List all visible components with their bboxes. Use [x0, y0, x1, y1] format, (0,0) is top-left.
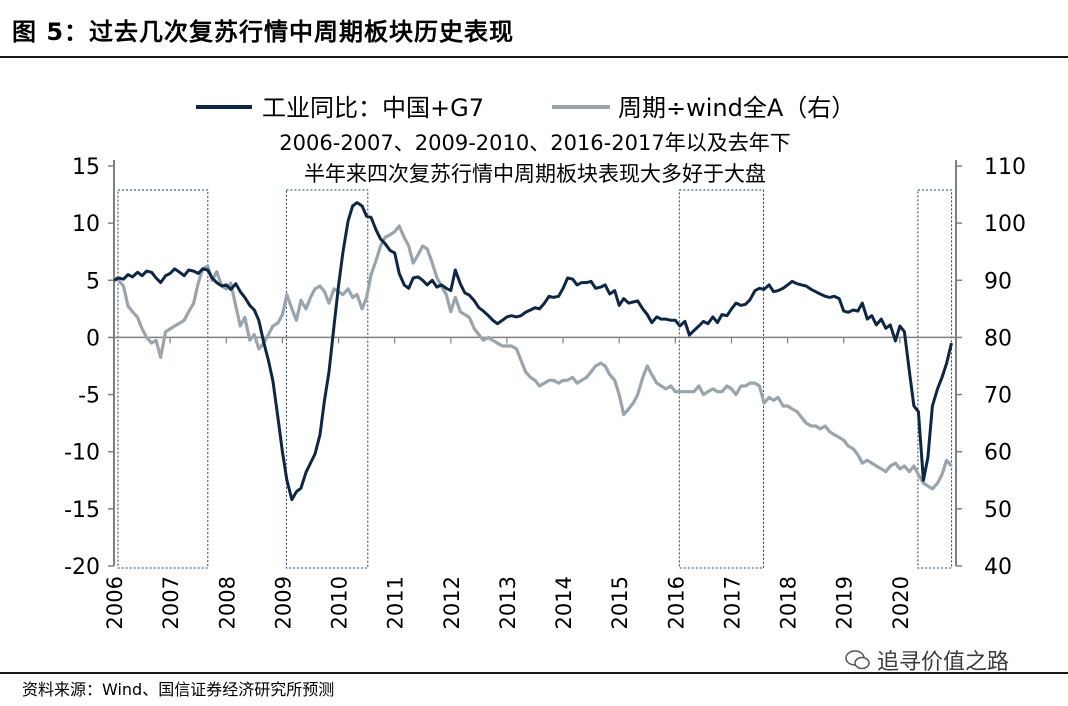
wechat-icon — [845, 650, 870, 670]
left-tick-label: -5 — [78, 384, 100, 409]
left-tick-label: -10 — [64, 441, 100, 466]
watermark-text: 追寻价值之路 — [877, 650, 1010, 675]
left-tick-label: 10 — [72, 212, 100, 237]
figure-title: 图 5：过去几次复苏行情中周期板块历史表现 — [12, 18, 515, 46]
left-tick-label: 5 — [86, 269, 100, 294]
right-tick-label: 70 — [984, 384, 1012, 409]
legend-label-right: 周期÷wind全A（右） — [618, 94, 855, 122]
right-tick-label: 80 — [984, 326, 1012, 351]
x-tick-label: 2016 — [664, 576, 688, 629]
highlight-boxes — [117, 189, 953, 569]
left-tick-label: 15 — [72, 155, 100, 180]
right-tick-label: 100 — [984, 212, 1026, 237]
right-tick-label: 90 — [984, 269, 1012, 294]
x-tick-label: 2012 — [440, 576, 464, 629]
source-divider — [0, 672, 1068, 674]
x-tick-label: 2015 — [608, 576, 632, 629]
right-tick-label: 60 — [984, 441, 1012, 466]
x-tick-label: 2011 — [384, 576, 408, 629]
highlight-box — [917, 189, 953, 569]
x-tick-label: 2019 — [833, 576, 857, 629]
x-tick-label: 2008 — [215, 576, 239, 629]
annotation-line: 半年来四次复苏行情中周期板块表现大多好于大盘 — [304, 162, 766, 186]
right-tick-label: 110 — [984, 155, 1026, 180]
x-tick-label: 2018 — [777, 576, 801, 629]
x-tick-label: 2013 — [496, 576, 520, 629]
legend: 工业同比：中国+G7 周期÷wind全A（右） — [196, 94, 855, 122]
legend-label-left: 工业同比：中国+G7 — [262, 94, 484, 122]
highlight-box — [285, 189, 369, 569]
right-tick-label: 50 — [984, 498, 1012, 523]
title-divider — [0, 56, 1068, 58]
x-tick-label: 2020 — [889, 576, 913, 629]
x-tick-label: 2009 — [271, 576, 295, 629]
x-tick-label: 2007 — [159, 576, 183, 629]
x-tick-label: 2006 — [103, 576, 127, 629]
left-tick-label: -20 — [64, 555, 100, 580]
annotation-line: 2006-2007、2009-2010、2016-2017年以及去年下 — [279, 131, 790, 155]
series-line-industrial-yoy — [113, 201, 953, 502]
highlight-box — [678, 189, 765, 569]
x-tick-label: 2010 — [328, 576, 352, 629]
right-tick-label: 40 — [984, 555, 1012, 580]
series-line-cyclical-ratio — [113, 224, 953, 491]
x-tick-label: 2014 — [552, 576, 576, 629]
annotation: 2006-2007、2009-2010、2016-2017年以及去年下半年来四次… — [279, 131, 790, 186]
series-lines — [113, 201, 953, 502]
watermark: 追寻价值之路 — [845, 644, 1009, 676]
x-tick-label: 2017 — [720, 576, 744, 629]
left-tick-label: -15 — [64, 498, 100, 523]
left-tick-label: 0 — [86, 326, 100, 351]
source-note: 资料来源：Wind、国信证券经济研究所预测 — [22, 680, 335, 699]
highlight-box — [117, 189, 209, 569]
